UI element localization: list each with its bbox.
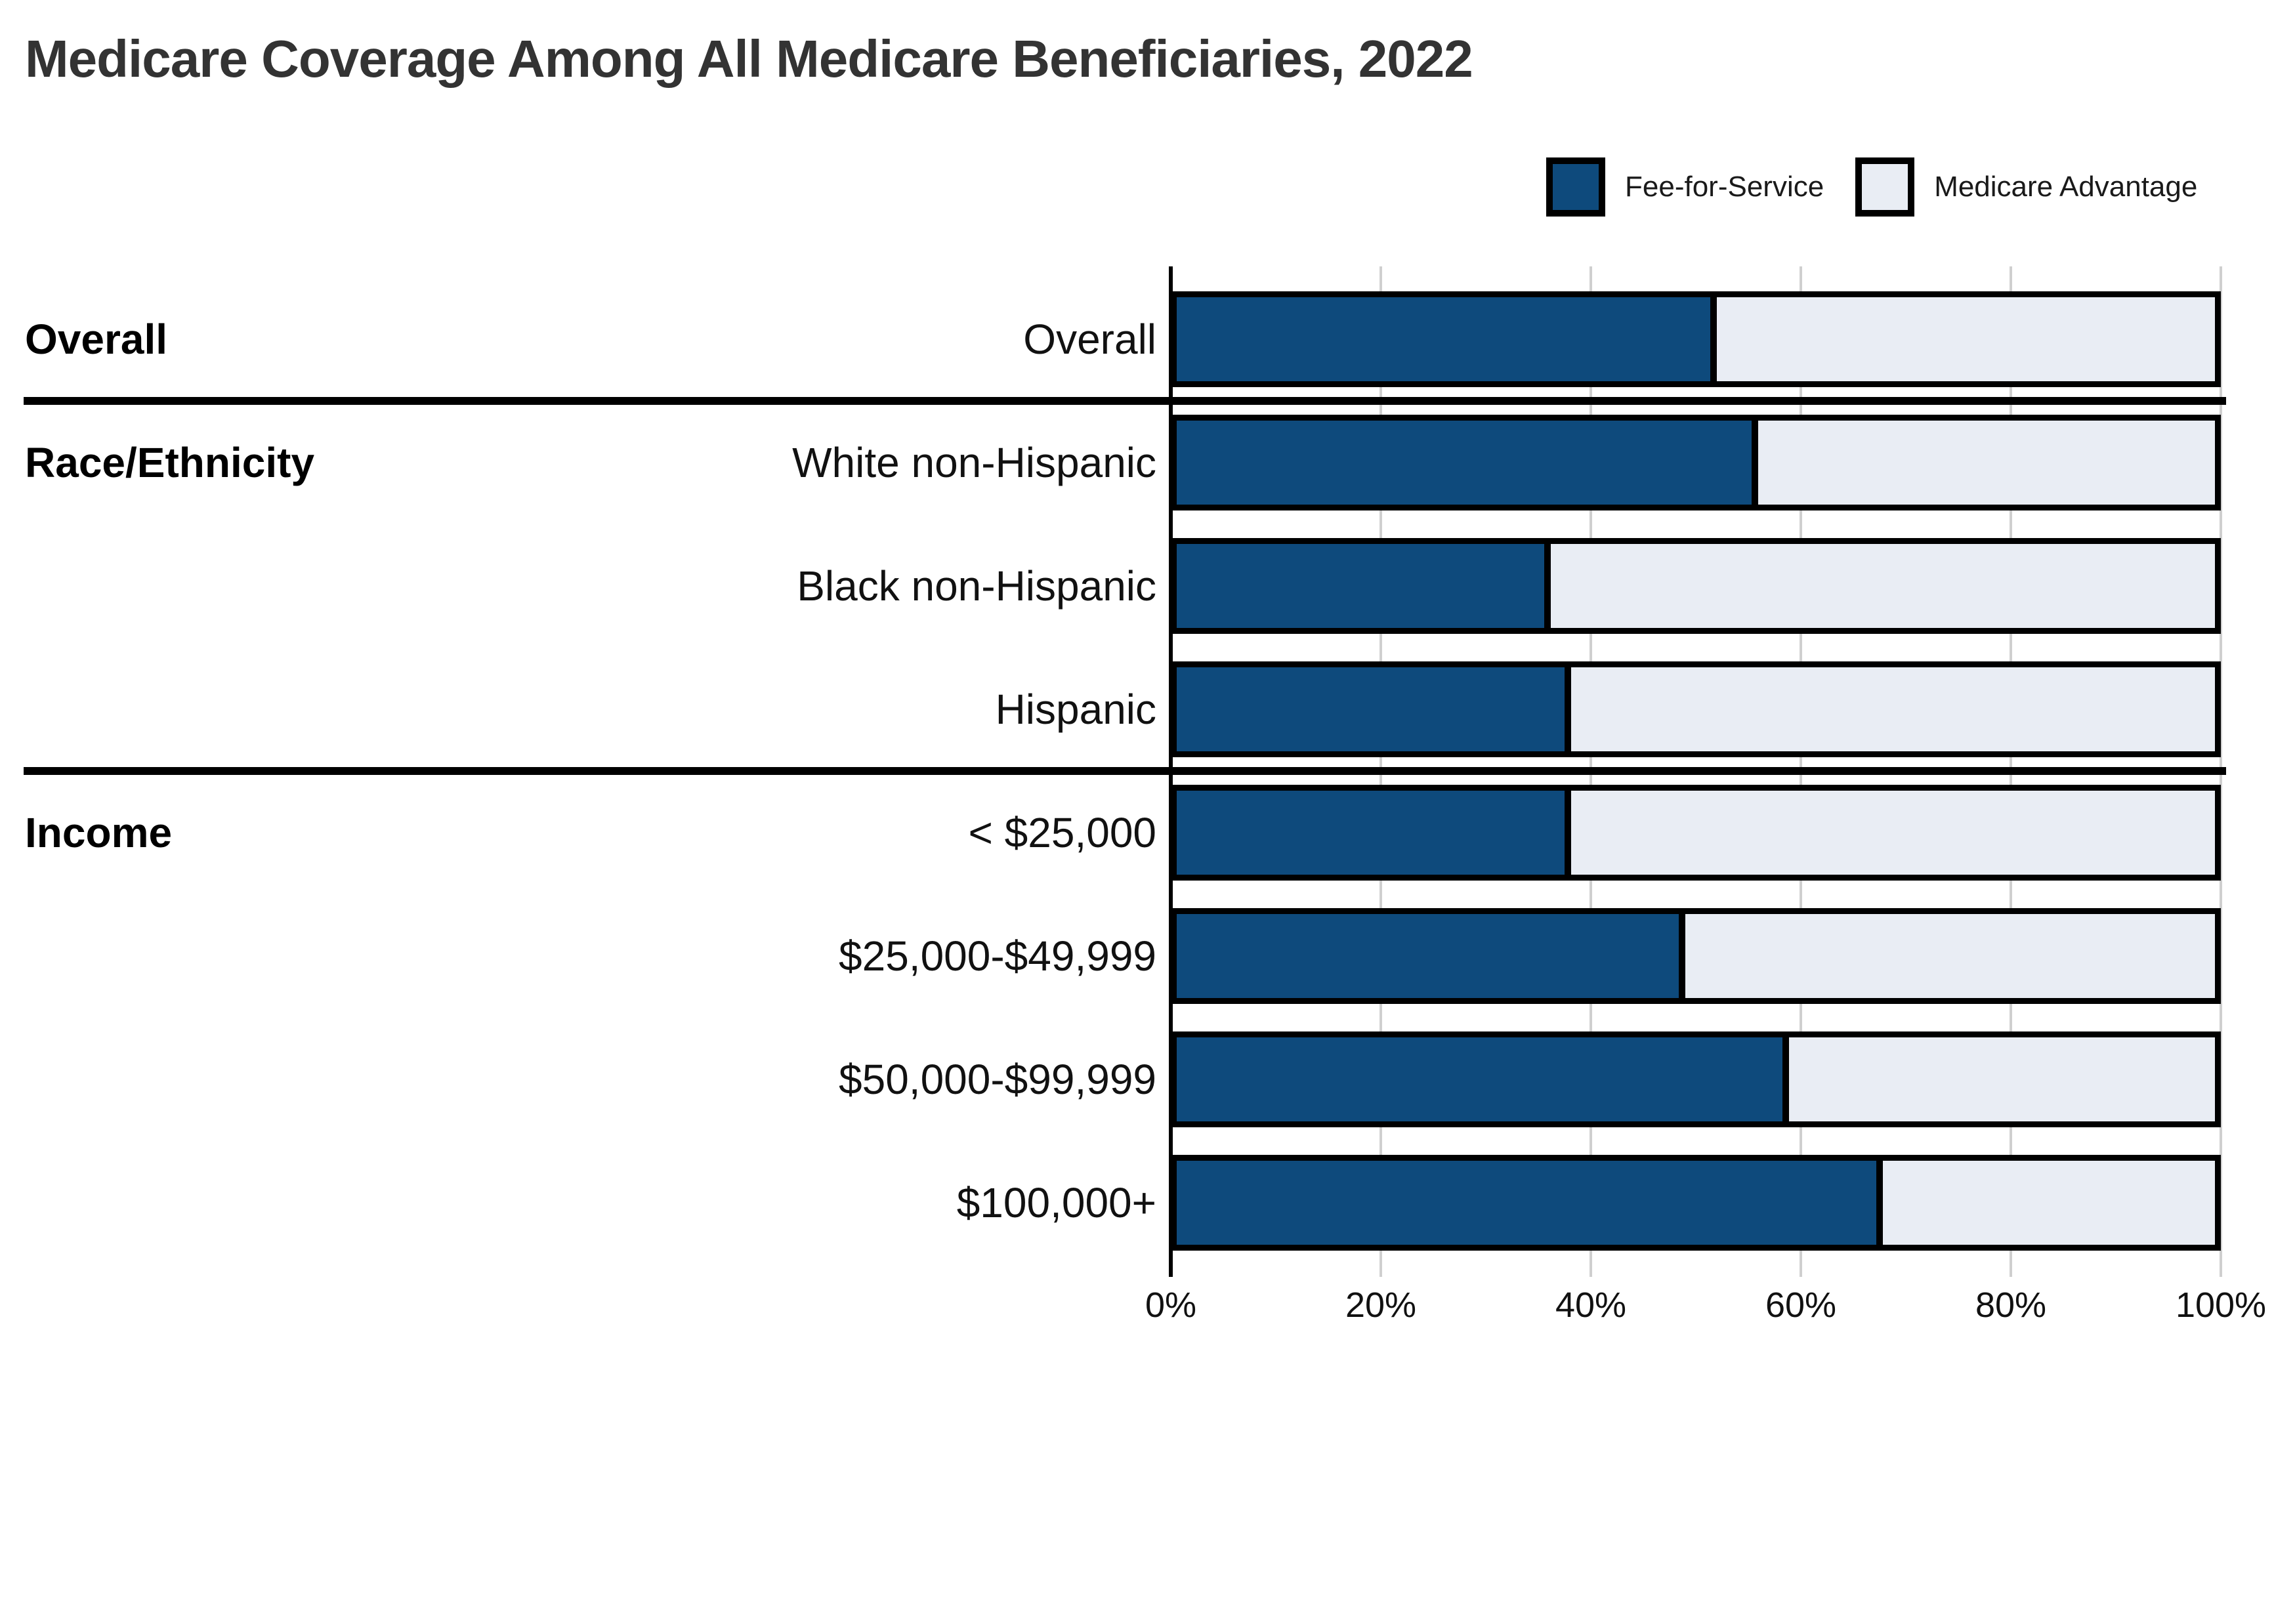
bar-100000-plus (1171, 1155, 2221, 1251)
bar-hispanic (1171, 661, 2221, 757)
row-label-100000-plus: $100,000+ (956, 1179, 1156, 1226)
section-divider-overall-race (24, 397, 2226, 405)
row-label-hispanic: Hispanic (995, 686, 1156, 733)
section-divider-race-income (24, 767, 2226, 775)
bar-fill-fee-for-service (1177, 297, 1717, 381)
legend-label-fee-for-service: Fee-for-Service (1625, 171, 1824, 203)
x-tick-20: 20% (1345, 1285, 1417, 1325)
bar-fill-fee-for-service (1177, 544, 1551, 628)
x-tick-0: 0% (1145, 1285, 1197, 1325)
x-tick-40: 40% (1555, 1285, 1627, 1325)
chart-title: Medicare Coverage Among All Medicare Ben… (25, 30, 1473, 88)
row-label-white-non-hispanic: White non-Hispanic (792, 439, 1156, 486)
section-label-income: Income (25, 809, 173, 856)
bar-fill-fee-for-service (1177, 667, 1572, 751)
row-label-under-25000: < $25,000 (968, 809, 1157, 856)
row-label-25000-49999: $25,000-$49,999 (839, 932, 1156, 980)
x-tick-80: 80% (1975, 1285, 2047, 1325)
x-tick-100: 100% (2175, 1285, 2267, 1325)
row-label-black-non-hispanic: Black non-Hispanic (797, 562, 1156, 610)
row-label-50000-99999: $50,000-$99,999 (839, 1056, 1156, 1103)
bar-fill-fee-for-service (1177, 791, 1572, 875)
legend-swatch-medicare-advantage (1855, 157, 1915, 217)
bar-black-non-hispanic (1171, 538, 2221, 634)
bar-fill-fee-for-service (1177, 914, 1686, 998)
bar-fill-fee-for-service (1177, 421, 1758, 505)
bar-under-25000 (1171, 785, 2221, 881)
row-label-overall: Overall (1023, 316, 1156, 363)
legend: Fee-for-Service Medicare Advantage (1546, 157, 2197, 217)
legend-swatch-fee-for-service (1546, 157, 1605, 217)
bar-fill-fee-for-service (1177, 1161, 1883, 1245)
plot-area (1169, 266, 2222, 1277)
bar-50000-99999 (1171, 1031, 2221, 1127)
section-label-overall: Overall (25, 316, 168, 363)
bar-white-non-hispanic (1171, 415, 2221, 510)
x-tick-60: 60% (1765, 1285, 1837, 1325)
bar-25000-49999 (1171, 908, 2221, 1004)
bar-overall (1171, 291, 2221, 387)
section-label-race-ethnicity: Race/Ethnicity (25, 439, 315, 486)
legend-label-medicare-advantage: Medicare Advantage (1934, 171, 2198, 203)
bar-fill-fee-for-service (1177, 1037, 1790, 1121)
